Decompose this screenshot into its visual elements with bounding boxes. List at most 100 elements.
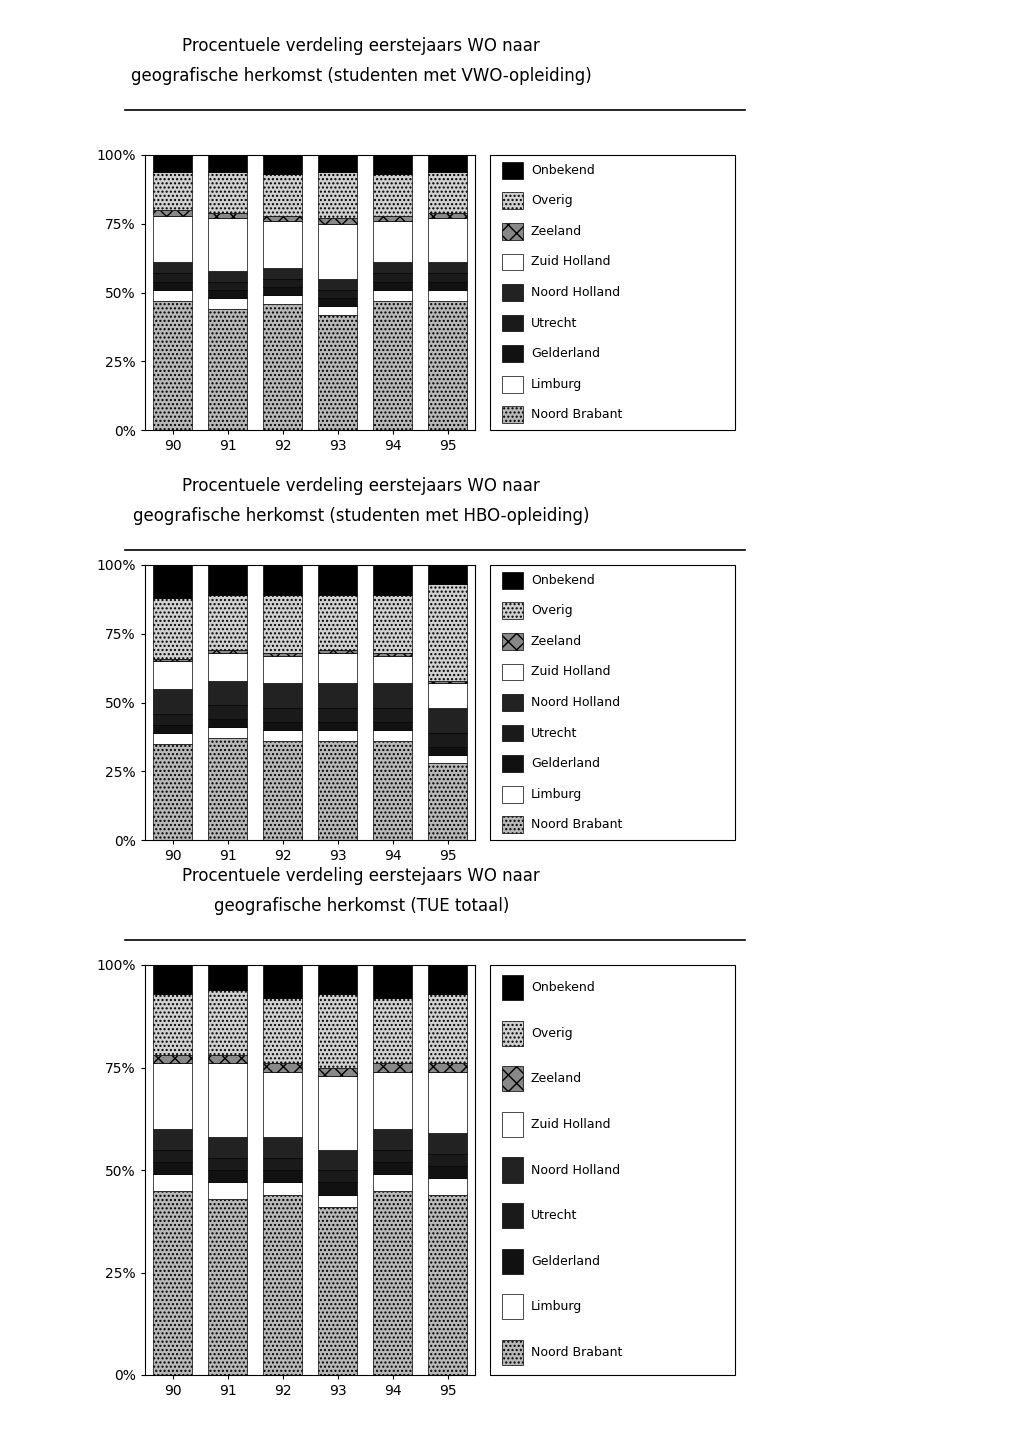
Bar	[208, 271, 247, 282]
Bar	[374, 1072, 412, 1130]
Bar	[154, 210, 191, 216]
Bar	[263, 1063, 302, 1072]
Bar	[374, 222, 412, 262]
Text: Utrecht: Utrecht	[531, 727, 578, 740]
Bar	[428, 708, 467, 732]
Text: Procentuele verdeling eerstejaars WO naar: Procentuele verdeling eerstejaars WO naa…	[182, 37, 540, 55]
Bar	[263, 684, 302, 708]
Bar	[154, 1055, 191, 1063]
Bar	[318, 1207, 356, 1376]
Text: Limburg: Limburg	[531, 1301, 583, 1314]
Bar	[318, 566, 356, 596]
Bar	[318, 298, 356, 307]
Bar	[154, 1161, 191, 1174]
Bar	[374, 653, 412, 656]
Text: Onbekend: Onbekend	[531, 981, 595, 994]
Bar	[263, 1183, 302, 1194]
Bar	[154, 1063, 191, 1130]
Bar	[374, 566, 412, 596]
Bar	[208, 738, 247, 840]
Bar	[318, 1150, 356, 1170]
Bar	[208, 309, 247, 430]
Bar	[428, 763, 467, 840]
Bar	[428, 747, 467, 754]
Bar	[263, 1194, 302, 1376]
Bar	[318, 741, 356, 840]
Bar	[208, 1158, 247, 1170]
Bar	[208, 1063, 247, 1137]
Bar	[154, 289, 191, 301]
Bar	[154, 966, 191, 994]
Bar	[154, 659, 191, 662]
Bar	[263, 155, 302, 174]
Bar	[428, 566, 467, 584]
Text: Zuid Holland: Zuid Holland	[531, 1118, 610, 1131]
Text: Limburg: Limburg	[531, 787, 583, 800]
Bar	[263, 1137, 302, 1158]
Bar	[208, 990, 247, 1055]
Bar	[263, 216, 302, 222]
Bar	[154, 282, 191, 289]
Bar	[374, 730, 412, 741]
Bar	[428, 289, 467, 301]
Bar	[154, 1174, 191, 1190]
Bar	[154, 714, 191, 724]
Bar	[374, 155, 412, 174]
Bar	[263, 741, 302, 840]
Bar	[428, 994, 467, 1063]
Bar	[263, 1170, 302, 1183]
Text: Limburg: Limburg	[531, 377, 583, 390]
Bar	[154, 689, 191, 714]
Bar	[208, 289, 247, 298]
Bar	[154, 1150, 191, 1161]
Bar	[208, 681, 247, 705]
Bar	[428, 754, 467, 763]
Bar	[374, 174, 412, 216]
Bar	[374, 1174, 412, 1190]
Text: Onbekend: Onbekend	[531, 164, 595, 177]
Bar	[154, 171, 191, 210]
Bar	[428, 155, 467, 171]
Bar	[428, 584, 467, 681]
Bar	[428, 1132, 467, 1154]
Bar	[428, 684, 467, 708]
Text: Noord Brabant: Noord Brabant	[531, 819, 623, 832]
Bar	[154, 662, 191, 689]
Bar	[154, 732, 191, 744]
Bar	[318, 722, 356, 730]
Text: Utrecht: Utrecht	[531, 1209, 578, 1222]
Text: Zeeland: Zeeland	[531, 224, 582, 237]
Bar	[154, 994, 191, 1055]
Text: Onbekend: Onbekend	[531, 574, 595, 587]
Text: Zuid Holland: Zuid Holland	[531, 665, 610, 678]
Bar	[263, 1072, 302, 1137]
Bar	[428, 1179, 467, 1194]
Text: Zuid Holland: Zuid Holland	[531, 256, 610, 269]
Text: geografische herkomst (studenten met VWO-opleiding): geografische herkomst (studenten met VWO…	[131, 68, 592, 85]
Bar	[263, 997, 302, 1063]
Text: geografische herkomst (studenten met HBO-opleiding): geografische herkomst (studenten met HBO…	[133, 507, 590, 525]
Bar	[154, 566, 191, 599]
Bar	[428, 966, 467, 994]
Bar	[318, 708, 356, 722]
Bar	[208, 720, 247, 727]
Bar	[374, 289, 412, 301]
Bar	[263, 295, 302, 304]
Text: Gelderland: Gelderland	[531, 1255, 600, 1268]
Text: Noord Holland: Noord Holland	[531, 1164, 621, 1177]
Bar	[428, 1072, 467, 1132]
Text: Noord Brabant: Noord Brabant	[531, 409, 623, 422]
Bar	[318, 171, 356, 219]
Bar	[318, 1183, 356, 1194]
Bar	[263, 566, 302, 596]
Bar	[374, 708, 412, 722]
Bar	[428, 213, 467, 219]
Bar	[318, 650, 356, 653]
Text: Noord Brabant: Noord Brabant	[531, 1345, 623, 1358]
Bar	[263, 279, 302, 286]
Bar	[428, 681, 467, 684]
Bar	[208, 727, 247, 738]
Bar	[374, 1063, 412, 1072]
Bar	[154, 273, 191, 282]
Bar	[154, 262, 191, 273]
